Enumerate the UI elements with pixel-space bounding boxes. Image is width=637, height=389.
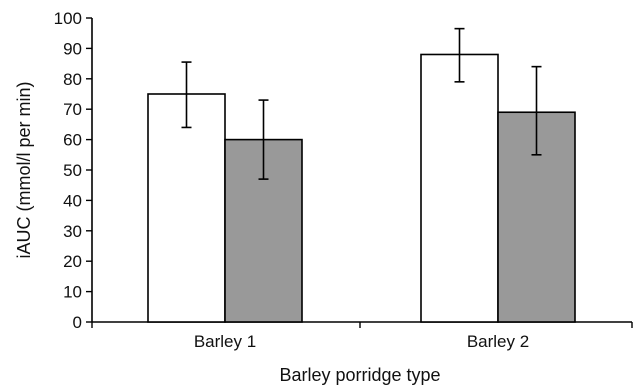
y-tick-label: 10 bbox=[63, 283, 82, 302]
y-tick-label: 90 bbox=[63, 39, 82, 58]
y-tick-label: 100 bbox=[54, 9, 82, 28]
y-tick-label: 60 bbox=[63, 131, 82, 150]
bar bbox=[147, 93, 226, 323]
bar bbox=[420, 53, 499, 323]
x-axis-title: Barley porridge type bbox=[279, 365, 440, 385]
y-tick-label: 70 bbox=[63, 100, 82, 119]
x-tick-label: Barley 1 bbox=[194, 332, 256, 351]
y-tick-label: 20 bbox=[63, 252, 82, 271]
y-tick-label: 40 bbox=[63, 191, 82, 210]
bar bbox=[497, 111, 576, 323]
y-tick-label: 0 bbox=[73, 313, 82, 332]
y-tick-label: 50 bbox=[63, 161, 82, 180]
x-tick-label: Barley 2 bbox=[467, 332, 529, 351]
y-tick-label: 30 bbox=[63, 222, 82, 241]
y-axis-title: iAUC (mmol/l per min) bbox=[14, 81, 34, 258]
y-tick-label: 80 bbox=[63, 70, 82, 89]
